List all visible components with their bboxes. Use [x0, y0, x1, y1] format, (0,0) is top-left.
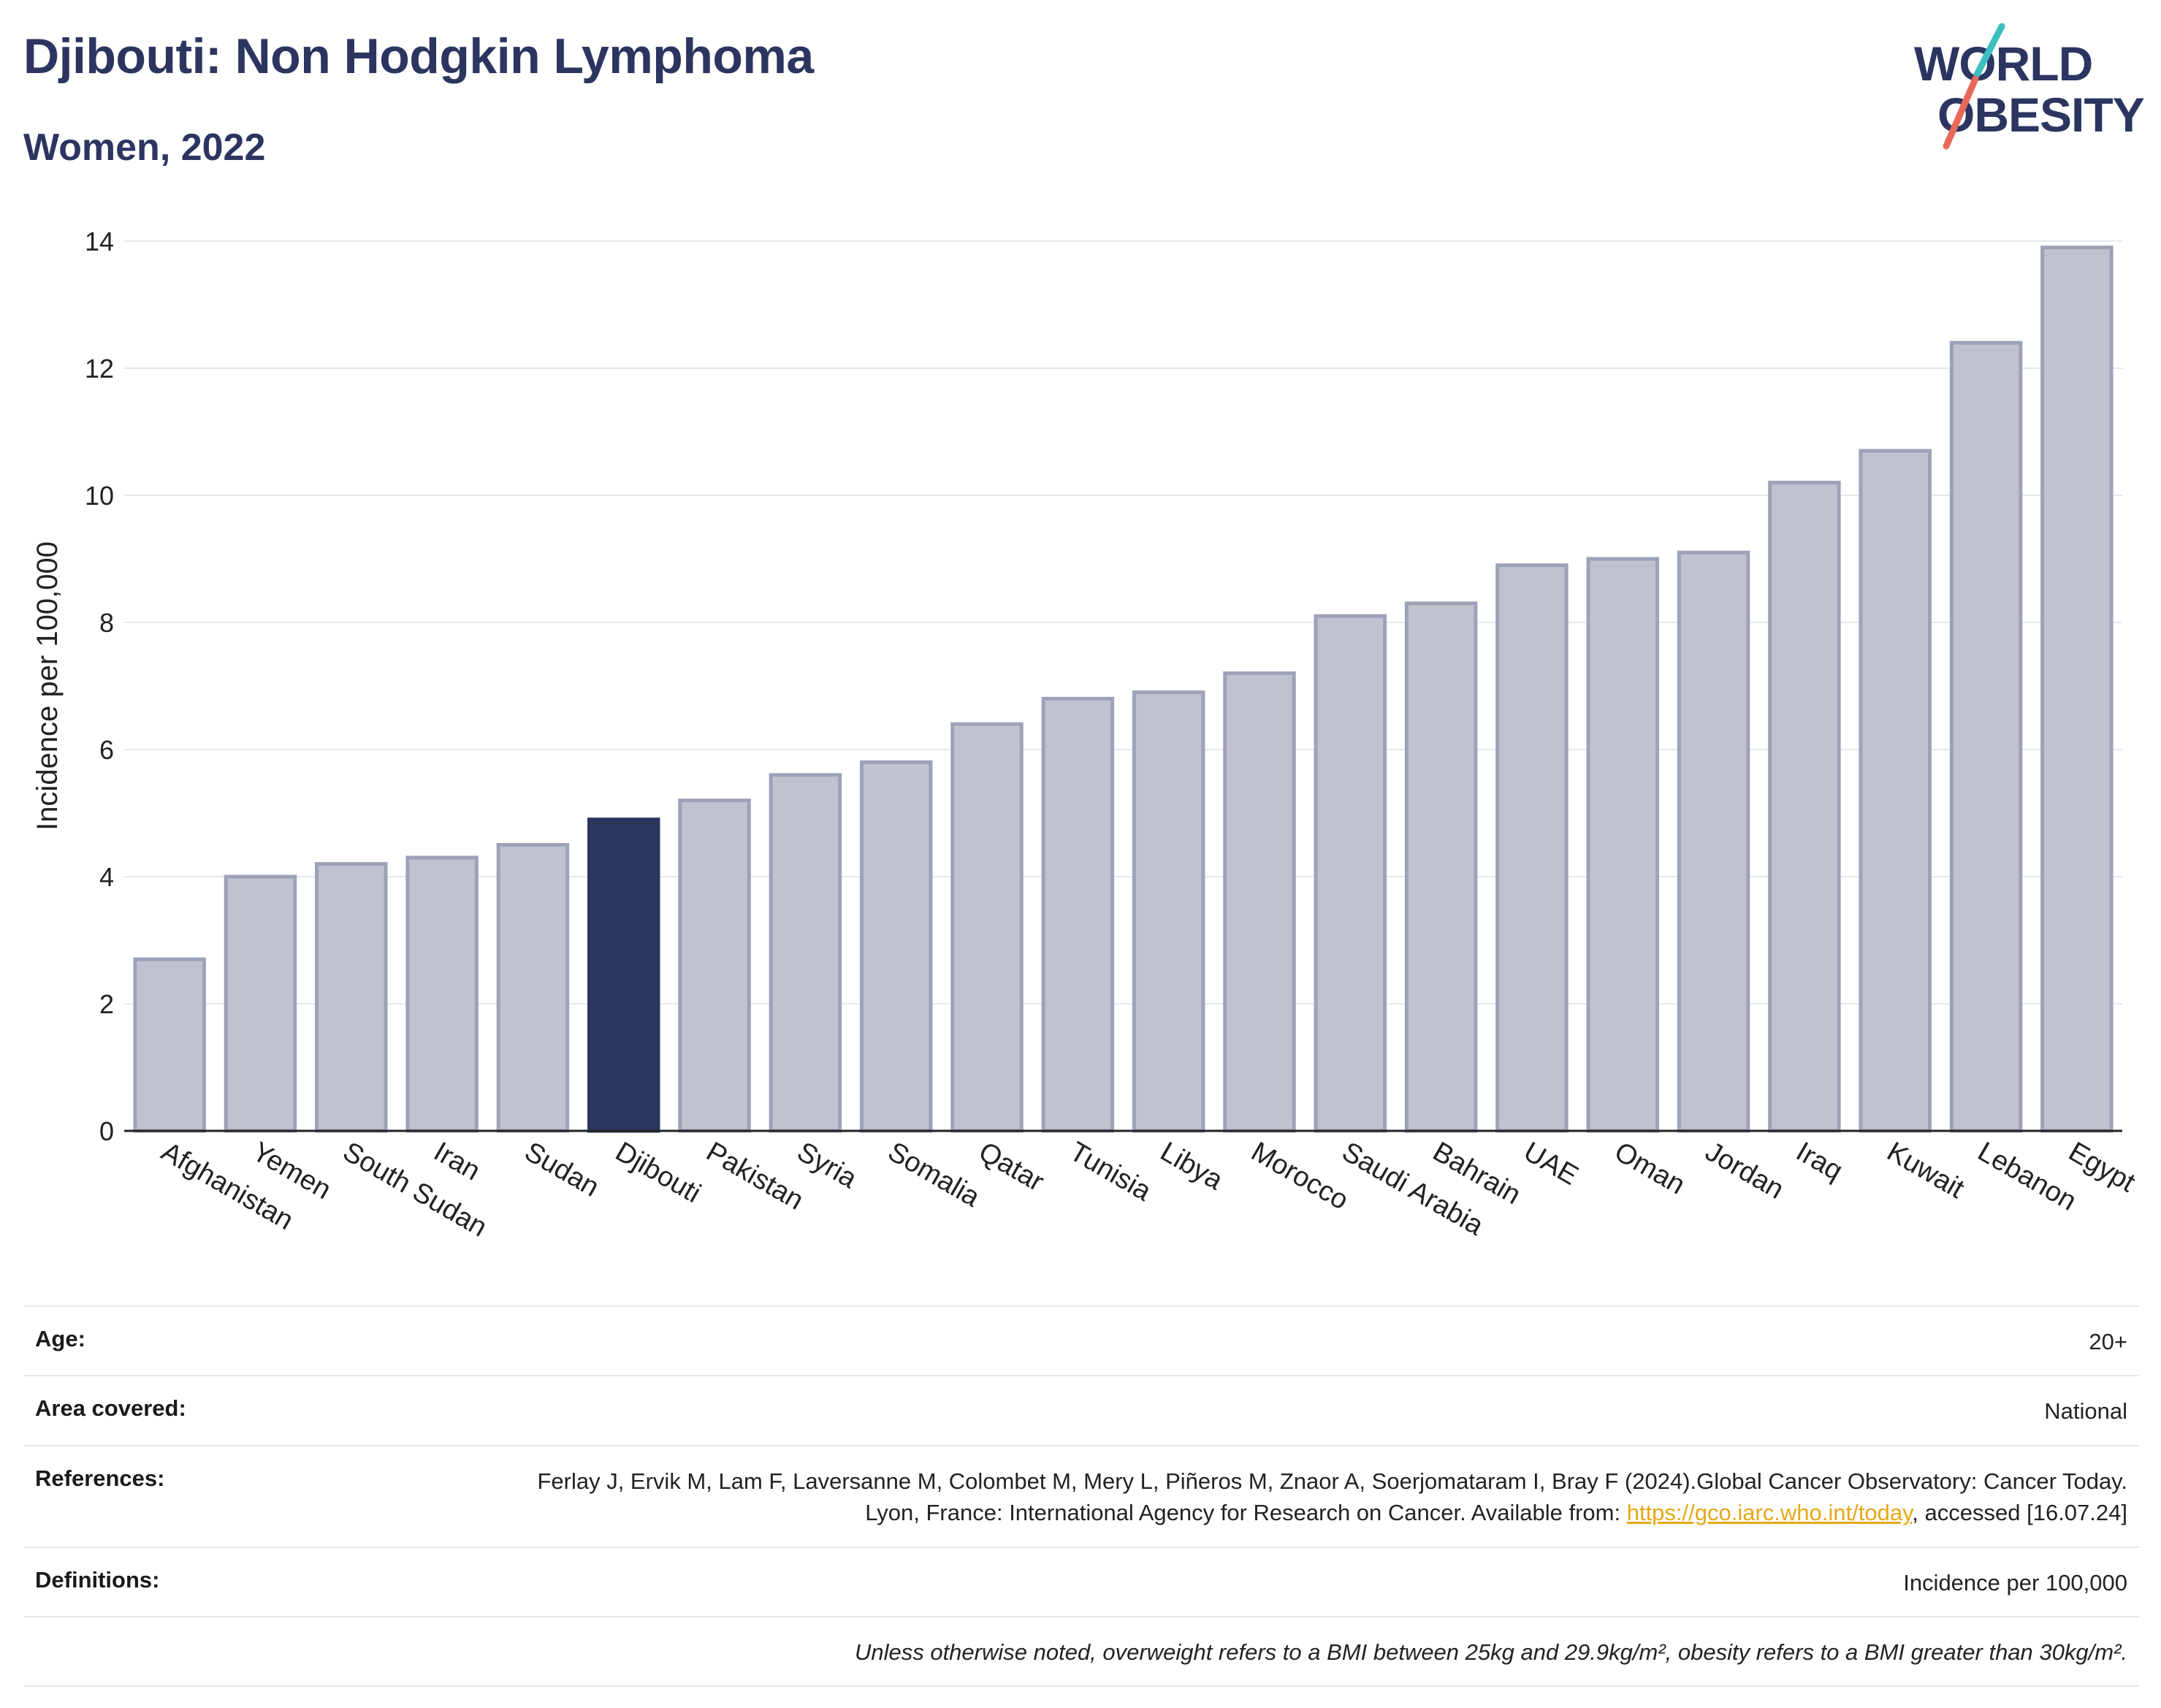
info-row-area: Area covered: National [23, 1375, 2139, 1444]
bar-iran [405, 855, 479, 1133]
bar-djibouti [587, 817, 660, 1133]
bar-yemen [224, 874, 297, 1133]
x-tick-label: Lebanon [1973, 1136, 2081, 1216]
x-tick-label: Oman [1609, 1136, 1691, 1200]
bar-somalia [859, 760, 933, 1133]
bar-pakistan [678, 798, 751, 1133]
references-tail: , accessed [16.07.24] [1912, 1500, 2127, 1526]
bar-afghanistan [133, 957, 206, 1133]
bar-tunisia [1041, 696, 1115, 1133]
y-tick-label: 10 [85, 481, 114, 511]
bar-uae [1495, 563, 1569, 1133]
bar-bahrain [1404, 601, 1478, 1133]
info-row-definitions: Definitions: Incidence per 100,000 [23, 1546, 2139, 1616]
y-tick-label: 6 [99, 735, 114, 765]
definitions-label: Definitions: [35, 1566, 160, 1593]
info-table: Age: 20+ Area covered: National Referenc… [23, 1305, 2139, 1688]
logo-slash-teal [1973, 23, 2005, 78]
age-value: 20+ [2089, 1329, 2127, 1354]
x-tick-label: Somalia [883, 1136, 986, 1213]
bar-qatar [950, 722, 1024, 1133]
bar-jordan [1677, 550, 1750, 1133]
info-row-note: Unless otherwise noted, overweight refer… [23, 1615, 2139, 1688]
bar-egypt [2040, 245, 2114, 1133]
y-tick-label: 14 [85, 226, 114, 256]
references-label: References: [35, 1465, 165, 1491]
definitions-value: Incidence per 100,000 [1903, 1569, 2127, 1595]
info-row-references: References: Ferlay J, Ervik M, Lam F, La… [23, 1444, 2139, 1547]
bar-oman [1586, 557, 1659, 1133]
y-tick-label: 0 [99, 1116, 114, 1146]
bar-lebanon [1949, 340, 2023, 1133]
bmi-note: Unless otherwise noted, overweight refer… [854, 1639, 2127, 1665]
world-obesity-logo: WORLD OBESITY [1899, 22, 2148, 153]
y-tick-label: 8 [99, 608, 114, 638]
y-axis-title: Incidence per 100,000 [31, 541, 64, 831]
info-row-age: Age: 20+ [23, 1305, 2139, 1375]
references-link[interactable]: https://gco.iarc.who.int/today [1626, 1500, 1913, 1526]
references-text: Ferlay J, Ervik M, Lam F, Laversanne M, … [537, 1468, 2127, 1526]
references-value: Ferlay J, Ervik M, Lam F, Laversanne M, … [520, 1465, 2127, 1529]
x-tick-label: Iraq [1791, 1136, 1848, 1186]
x-tick-label: Djibouti [610, 1136, 706, 1209]
bar-kuwait [1859, 449, 1932, 1133]
x-tick-label: Tunisia [1064, 1136, 1157, 1207]
x-tick-label: Iran [429, 1136, 486, 1186]
x-tick-label: Sudan [519, 1136, 604, 1202]
x-tick-label: Morocco [1246, 1136, 1353, 1216]
logo-line-1: WORLD [1914, 37, 2092, 91]
area-value: National [2044, 1398, 2127, 1425]
bar-libya [1132, 690, 1205, 1133]
x-tick-label: Pakistan [701, 1136, 809, 1216]
bar-syria [769, 773, 842, 1133]
x-tick-label: Qatar [974, 1136, 1050, 1197]
y-tick-label: 2 [99, 989, 114, 1019]
y-tick-label: 12 [85, 354, 114, 384]
y-tick-label: 4 [99, 862, 114, 892]
area-label: Area covered: [35, 1395, 186, 1422]
bar-sudan [496, 843, 570, 1133]
logo-slash-coral [1943, 75, 1979, 150]
x-tick-label: Jordan [1700, 1136, 1789, 1205]
x-tick-label: Libya [1155, 1136, 1228, 1196]
bar-saudi-arabia [1314, 614, 1387, 1133]
page-subtitle: Women, 2022 [23, 126, 266, 169]
age-label: Age: [35, 1326, 85, 1351]
bar-morocco [1223, 671, 1296, 1133]
x-tick-label: UAE [1518, 1136, 1583, 1191]
bar-iraq [1768, 481, 1841, 1133]
bar-chart: 0 2 4 6 8 10 12 14 Incidence per 100,000 Afghanis… [0, 205, 2161, 1286]
x-tick-label: Kuwait [1882, 1136, 1970, 1205]
logo-line-2: OBESITY [1937, 88, 2144, 142]
page-title: Djibouti: Non Hodgkin Lymphoma [23, 28, 814, 84]
bar-south-sudan [315, 862, 388, 1133]
